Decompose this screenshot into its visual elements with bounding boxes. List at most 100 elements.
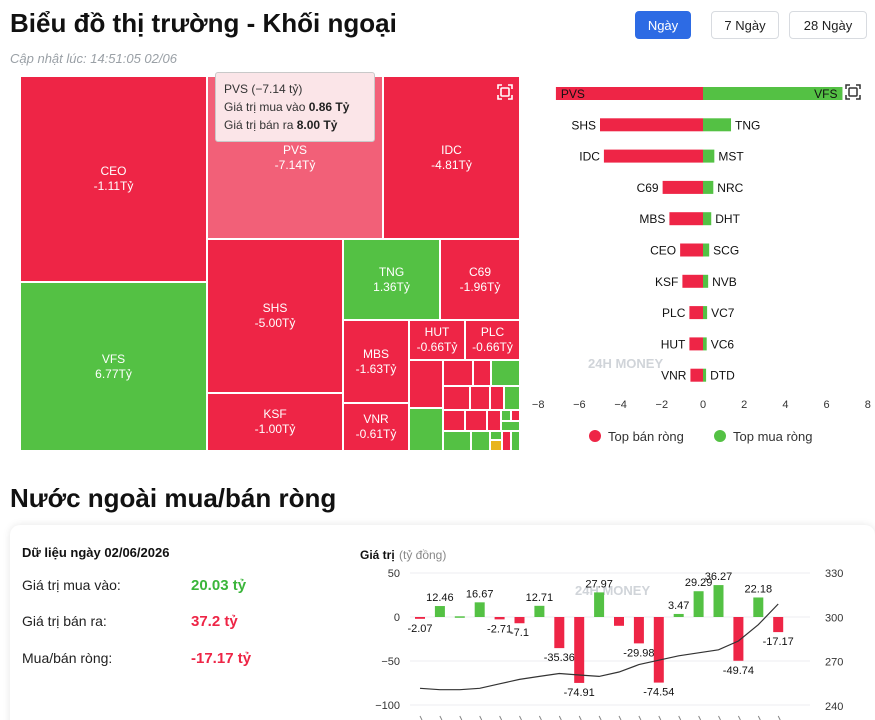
treemap-tile-small[interactable] (502, 431, 511, 451)
net-bar (693, 591, 704, 617)
net-bar (514, 617, 525, 624)
treemap-tile-ksf[interactable]: KSF -1.00Tỷ (207, 393, 343, 451)
x-tick-mark (558, 715, 562, 720)
stat-sell: Giá trị bán ra: 37.2 tỷ (22, 613, 342, 630)
treemap-tile-small[interactable] (465, 410, 487, 431)
bar-data-label: -7.1 (510, 627, 529, 639)
treemap-tile-vfs[interactable]: VFS 6.77Tỷ (20, 282, 207, 451)
legend-sell-swatch (589, 430, 601, 442)
treemap-tile-small[interactable] (443, 360, 473, 386)
net-bar (614, 617, 624, 626)
treemap-tile-tng[interactable]: TNG 1.36Tỷ (343, 239, 440, 320)
tooltip-buy: Giá trị mua vào 0.86 Tỷ (224, 98, 366, 116)
bar-data-label: 29.29 (685, 577, 713, 589)
x-tick-label: 2 (741, 399, 747, 411)
treemap-tile-small[interactable] (443, 410, 465, 431)
sell-label: MBS (639, 212, 665, 226)
treemap-tile-idc[interactable]: IDC -4.81Tỷ (383, 76, 520, 239)
y2-tick-label: 240 (825, 701, 843, 713)
bar-data-label: 12.71 (526, 592, 554, 604)
treemap-tile-small[interactable] (490, 440, 502, 451)
buy-bar (703, 149, 715, 163)
x-tick-mark (658, 715, 662, 720)
tab-28-days[interactable]: 28 Ngày (789, 11, 867, 39)
treemap-tile-plc[interactable]: PLC -0.66Tỷ (465, 320, 520, 360)
treemap-tile-small[interactable] (511, 431, 520, 451)
treemap-tile-small[interactable] (471, 431, 490, 451)
treemap-tile-small[interactable] (473, 360, 491, 386)
net-bar (574, 617, 585, 683)
legend-buy-swatch (714, 430, 726, 442)
treemap-tile-hut[interactable]: HUT -0.66Tỷ (409, 320, 465, 360)
top-net-bar-svg: 24H MONEY PVS VFS SHS TNG IDC MST C69 NRC MBS DHT C… (532, 84, 871, 444)
treemap-tile-small[interactable] (470, 386, 490, 410)
tile-ticker: PVS (282, 142, 307, 157)
x-tick-mark (757, 715, 761, 720)
treemap-tile-small[interactable] (409, 360, 443, 408)
treemap-tile-small[interactable] (501, 421, 520, 431)
bar-data-label: 12.46 (426, 592, 454, 604)
net-bar (733, 617, 744, 661)
treemap-tile-small[interactable] (504, 386, 520, 410)
sell-label: CEO (650, 244, 676, 258)
treemap-tile-small[interactable] (443, 431, 471, 451)
tile-value: 1.36Tỷ (373, 279, 410, 294)
sell-bar (662, 180, 703, 194)
treemap-tile-small[interactable] (491, 360, 520, 386)
y-axis-unit: (tỷ đồng) (399, 548, 446, 562)
tile-ticker: SHS (262, 301, 288, 315)
y-tick-label: 50 (388, 568, 400, 580)
buy-label: NVB (712, 275, 737, 289)
buy-label: VC7 (711, 306, 735, 320)
x-tick-mark (598, 715, 602, 720)
tab-day[interactable]: Ngày (635, 11, 691, 39)
buy-label: TNG (735, 118, 760, 132)
sell-bar (689, 306, 703, 320)
treemap-tile-ceo[interactable]: CEO -1.11Tỷ (20, 76, 207, 282)
y2-tick-label: 300 (825, 612, 843, 624)
bar-data-label: -74.91 (564, 687, 595, 699)
index-line (419, 603, 779, 691)
tile-value: -0.66Tỷ (416, 340, 458, 354)
net-bar (494, 617, 505, 620)
treemap-tile-small[interactable] (409, 408, 443, 451)
sell-bar (603, 149, 703, 163)
x-tick-label: −2 (656, 399, 669, 411)
treemap-tile-small[interactable] (443, 386, 470, 410)
x-tick-mark (578, 715, 582, 720)
tile-ticker: PLC (480, 325, 505, 339)
x-tick-label: −6 (573, 399, 586, 411)
treemap-tile-small[interactable] (490, 386, 504, 410)
bar-data-label: 22.18 (745, 583, 773, 595)
treemap-tile-small[interactable] (490, 431, 502, 440)
tile-value: -7.14Tỷ (274, 157, 316, 172)
net-bar (673, 613, 684, 617)
stat-net: Mua/bán ròng: -17.17 tỷ (22, 650, 342, 667)
treemap-tile-mbs[interactable]: MBS -1.63Tỷ (343, 320, 409, 403)
treemap-tile-small[interactable] (487, 410, 501, 431)
net-bar (773, 617, 784, 633)
watermark: 24H MONEY (575, 583, 650, 598)
treemap-tile-shs[interactable]: SHS -5.00Tỷ (207, 239, 343, 393)
x-tick-mark (499, 715, 503, 720)
treemap-tile-c69[interactable]: C69 -1.96Tỷ (440, 239, 520, 320)
net-section-title: Nước ngoài mua/bán ròng (10, 483, 337, 513)
net-bar (594, 592, 605, 617)
buy-bar (703, 118, 732, 132)
x-tick-mark (479, 715, 483, 720)
tab-7-days[interactable]: 7 Ngày (711, 11, 779, 39)
sell-label: VNR (661, 369, 687, 383)
buy-label: DTD (710, 369, 735, 383)
x-tick-mark (538, 715, 542, 720)
x-tick-label: 8 (865, 399, 871, 411)
treemap-tile-vnr[interactable]: VNR -0.61Tỷ (343, 403, 409, 451)
tile-value: -5.00Tỷ (254, 316, 296, 330)
treemap-tile-small[interactable] (501, 410, 511, 421)
net-bar (454, 616, 465, 618)
bar-data-label: -49.74 (723, 665, 754, 677)
expand-icon (845, 84, 861, 100)
expand-icon[interactable] (497, 84, 513, 100)
treemap-tile-small[interactable] (511, 410, 520, 421)
net-bar (653, 617, 664, 683)
page-title: Biểu đồ thị trường - Khối ngoại (10, 8, 397, 38)
